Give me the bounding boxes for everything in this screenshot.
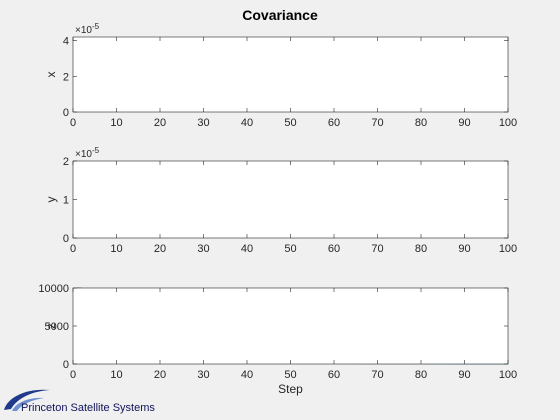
y-tick-label: 2 (63, 71, 69, 83)
x-tick-label: 0 (70, 117, 76, 129)
y-tick-label: 10000 (38, 283, 69, 295)
y-exponent-power: -5 (92, 146, 100, 155)
y-tick-label: 0 (63, 107, 69, 119)
x-tick-label: 70 (371, 369, 383, 381)
x-tick-label: 0 (70, 243, 76, 255)
y-tick-label: 4 (63, 36, 69, 48)
axes-frame (72, 287, 509, 365)
x-tick-label: 10 (110, 117, 122, 129)
logo-swoosh-icon-inner (12, 397, 44, 411)
y-tick-label: 5000 (45, 321, 69, 333)
x-tick-label: 70 (371, 117, 383, 129)
x-tick-label: 80 (415, 369, 427, 381)
x-tick-label: 30 (197, 117, 209, 129)
y-tick-label: 2 (63, 156, 69, 168)
x-tick-label: 90 (458, 117, 470, 129)
x-tick-label: 50 (284, 243, 296, 255)
y-axis-label: x (44, 72, 58, 78)
logo-swoosh-icon (4, 389, 50, 410)
x-tick-label: 10 (110, 243, 122, 255)
x-tick-label: 60 (328, 117, 340, 129)
x-tick-label: 90 (458, 243, 470, 255)
y-axis-label: y (44, 197, 58, 203)
x-tick-label: 80 (415, 117, 427, 129)
x-tick-label: 20 (154, 369, 166, 381)
x-tick-label: 70 (371, 243, 383, 255)
x-tick-label: 80 (415, 243, 427, 255)
x-tick-label: 20 (154, 243, 166, 255)
x-tick-label: 90 (458, 369, 470, 381)
x-axis-label: Step (278, 382, 303, 396)
y-exponent-power: -5 (92, 22, 100, 31)
chart-title: Covariance (242, 7, 318, 23)
logo-text: Princeton Satellite Systems (21, 402, 155, 414)
x-tick-label: 100 (499, 243, 517, 255)
x-tick-label: 40 (241, 117, 253, 129)
axes-frame (72, 36, 509, 113)
x-tick-label: 60 (328, 369, 340, 381)
x-tick-label: 30 (197, 369, 209, 381)
x-tick-label: 100 (499, 117, 517, 129)
x-tick-label: 20 (154, 117, 166, 129)
x-tick-label: 50 (284, 117, 296, 129)
x-tick-label: 40 (241, 369, 253, 381)
x-tick-label: 30 (197, 243, 209, 255)
y-tick-label: 0 (63, 233, 69, 245)
y-tick-label: 0 (63, 359, 69, 371)
axes-z: 0 10 20 30 40 50 60 70 80 90 100 0 5000 10000 z Step (38, 283, 517, 396)
x-tick-label: 40 (241, 243, 253, 255)
x-tick-label: 100 (499, 369, 517, 381)
axes-frame (72, 160, 509, 239)
x-tick-label: 0 (70, 369, 76, 381)
y-axis-label: z (44, 323, 58, 329)
x-tick-label: 50 (284, 369, 296, 381)
x-tick-label: 10 (110, 369, 122, 381)
logo: Princeton Satellite Systems (4, 389, 155, 414)
x-tick-label: 60 (328, 243, 340, 255)
y-tick-label: 1 (63, 195, 69, 207)
